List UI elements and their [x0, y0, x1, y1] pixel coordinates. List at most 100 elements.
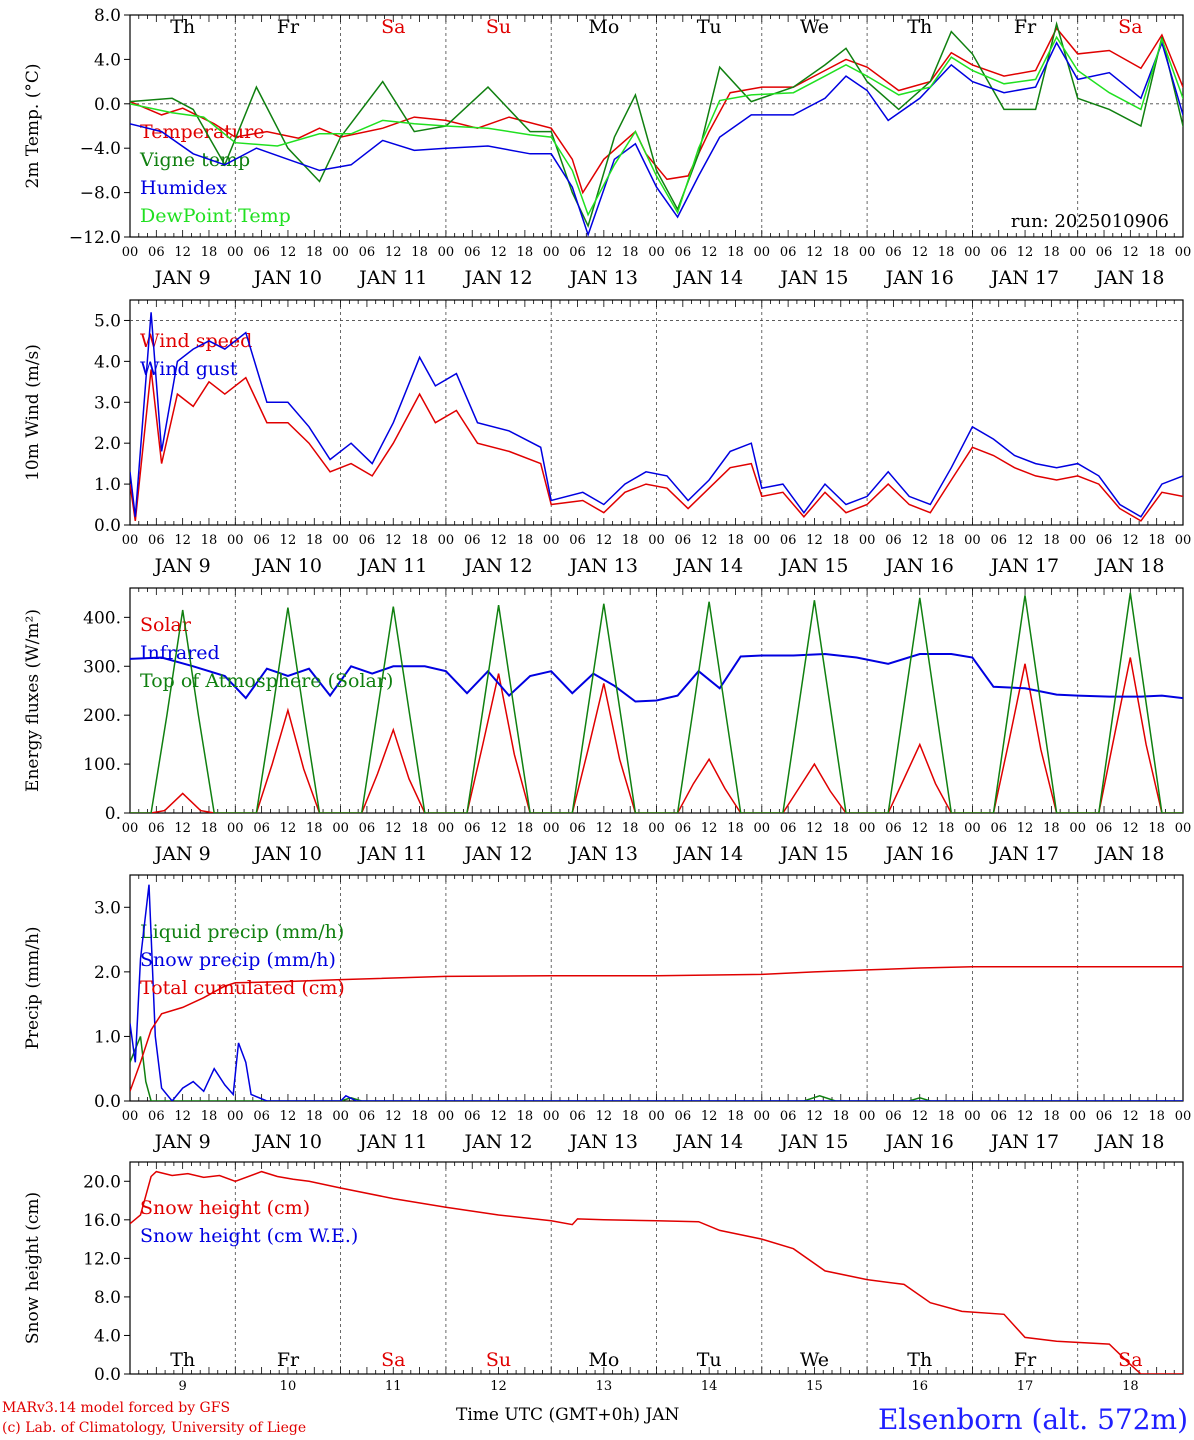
legend-entry: Snow height (cm) — [140, 1197, 310, 1219]
hour-tick-label: 12 — [1017, 533, 1034, 548]
hour-tick-label: 12 — [911, 533, 928, 548]
series-line-humidex — [130, 40, 1183, 237]
hour-tick-label: 12 — [1122, 821, 1139, 836]
y-tick-label: 0.0 — [94, 1365, 121, 1385]
hour-tick-label: 18 — [517, 1109, 534, 1124]
y-tick-label: −8.0 — [80, 184, 121, 204]
hour-tick-label: 18 — [938, 533, 955, 548]
hour-tick-label: 12 — [701, 533, 718, 548]
hour-tick-label: 06 — [359, 821, 376, 836]
date-label: JAN 10 — [252, 843, 322, 865]
hour-tick-label: 00 — [332, 1109, 349, 1124]
y-tick-label: 0.0 — [94, 1092, 121, 1112]
date-label: JAN 9 — [153, 267, 211, 289]
legend-entry: Infrared — [140, 642, 220, 664]
hour-tick-label: 18 — [201, 1109, 218, 1124]
hour-tick-label: 06 — [359, 245, 376, 260]
date-label: JAN 18 — [1094, 555, 1164, 577]
hour-tick-label: 12 — [490, 1109, 507, 1124]
hour-tick-label: 18 — [833, 1109, 850, 1124]
hour-tick-label: 12 — [1122, 1109, 1139, 1124]
hour-tick-label: 06 — [780, 245, 797, 260]
hour-tick-label: 12 — [1017, 245, 1034, 260]
weekday-label: Mo — [588, 16, 619, 38]
y-tick-label: 4.0 — [94, 352, 121, 372]
hour-tick-label: 06 — [464, 533, 481, 548]
hour-tick-label: 00 — [1069, 1109, 1086, 1124]
hour-tick-label: 06 — [1096, 1109, 1113, 1124]
hour-tick-label: 12 — [490, 821, 507, 836]
y-axis-label: 2m Temp. (°C) — [23, 63, 43, 188]
hour-tick-label: 12 — [596, 533, 613, 548]
hour-tick-label: 12 — [490, 533, 507, 548]
legend-entry: Wind speed — [140, 330, 252, 352]
hour-tick-label: 18 — [833, 533, 850, 548]
date-label: JAN 10 — [252, 1131, 322, 1153]
hour-tick-label: 00 — [122, 533, 139, 548]
y-tick-label: 8.0 — [94, 6, 121, 26]
hour-tick-label: 00 — [648, 533, 665, 548]
hour-tick-label: 00 — [543, 821, 560, 836]
hour-tick-label: 06 — [464, 821, 481, 836]
date-label: JAN 15 — [778, 267, 848, 289]
hour-tick-label: 00 — [648, 245, 665, 260]
y-tick-label: 200. — [83, 706, 121, 726]
legend-entry: DewPoint Temp — [140, 205, 291, 227]
y-tick-label: 3.0 — [94, 898, 121, 918]
hour-tick-label: 00 — [122, 245, 139, 260]
hour-tick-label: 18 — [306, 533, 323, 548]
hour-tick-label: 18 — [938, 821, 955, 836]
weekday-label: Th — [170, 1349, 195, 1371]
y-tick-label: 0. — [105, 804, 121, 824]
hour-tick-label: 00 — [543, 1109, 560, 1124]
hour-tick-label: 06 — [253, 821, 270, 836]
y-tick-label: 12.0 — [83, 1249, 121, 1269]
x-axis-title: Time UTC (GMT+0h) JAN — [456, 1405, 680, 1425]
hour-tick-label: 06 — [253, 533, 270, 548]
series-line-wind-gust — [130, 312, 1183, 518]
hour-tick-label: 00 — [438, 533, 455, 548]
hour-tick-label: 06 — [253, 245, 270, 260]
date-label: JAN 12 — [462, 267, 532, 289]
hour-tick-label: 06 — [780, 533, 797, 548]
weekday-label: Sa — [381, 1349, 405, 1371]
hour-tick-label: 18 — [517, 245, 534, 260]
legend-entry: Liquid precip (mm/h) — [140, 921, 344, 943]
hour-tick-label: 06 — [148, 245, 165, 260]
y-axis-label: Precip (mm/h) — [23, 926, 43, 1049]
date-label: JAN 9 — [153, 843, 211, 865]
hour-tick-label: 18 — [1043, 533, 1060, 548]
hour-tick-label: 18 — [201, 821, 218, 836]
hour-tick-label: 06 — [885, 245, 902, 260]
weekday-label: Fr — [277, 16, 300, 38]
y-tick-label: 1.0 — [94, 475, 121, 495]
hour-tick-label: 06 — [780, 1109, 797, 1124]
date-label: JAN 10 — [252, 267, 322, 289]
series-line-snow-precip-mm-h- — [130, 884, 1183, 1101]
hour-tick-label: 06 — [1096, 533, 1113, 548]
weekday-label: Tu — [697, 16, 722, 38]
series-line-snow-height-cm- — [130, 1170, 1183, 1374]
hour-tick-label: 18 — [727, 245, 744, 260]
hour-tick-label: 12 — [596, 245, 613, 260]
weekday-label: Th — [907, 16, 932, 38]
hour-tick-label: 12 — [596, 821, 613, 836]
weekday-label: Th — [907, 1349, 932, 1371]
hour-tick-label: 12 — [174, 1109, 191, 1124]
date-label: JAN 14 — [673, 555, 743, 577]
hour-tick-label: 18 — [306, 821, 323, 836]
hour-tick-label: 06 — [885, 533, 902, 548]
hour-tick-label: 00 — [1175, 821, 1192, 836]
hour-tick-label: 12 — [1017, 1109, 1034, 1124]
hour-tick-label: 18 — [833, 245, 850, 260]
hour-tick-label: 00 — [859, 533, 876, 548]
y-tick-label: 0.0 — [94, 516, 121, 536]
hour-tick-label: 18 — [727, 533, 744, 548]
hour-tick-label: 06 — [359, 533, 376, 548]
date-label: JAN 10 — [252, 555, 322, 577]
hour-tick-label: 12 — [911, 1109, 928, 1124]
y-tick-label: 4.0 — [94, 1326, 121, 1346]
hour-tick-label: 00 — [754, 1109, 771, 1124]
day-number-label: 13 — [596, 1379, 613, 1394]
